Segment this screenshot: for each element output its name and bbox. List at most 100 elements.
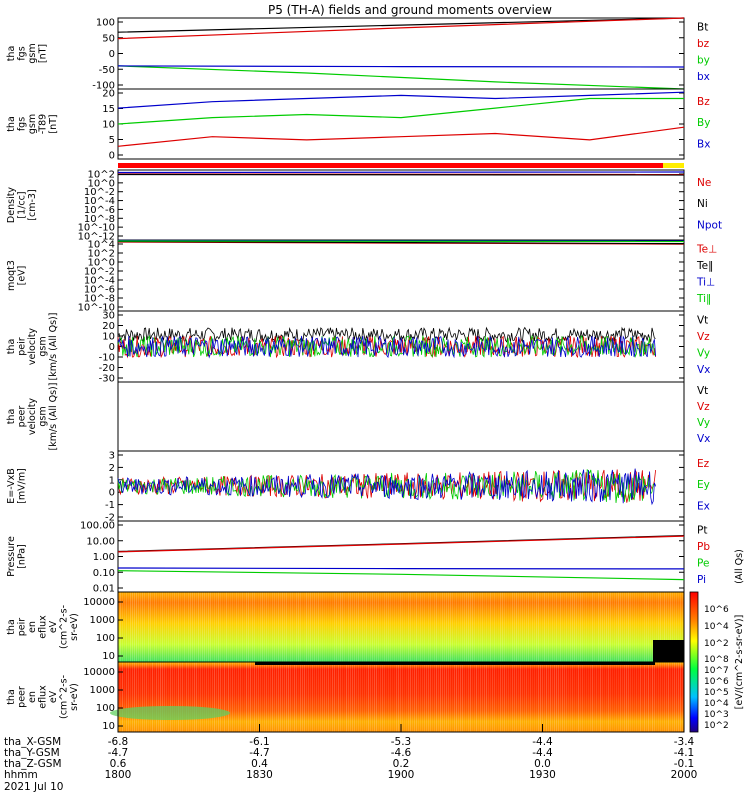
legend-Ey: Ey [697,479,710,491]
series-line-Npot [117,171,685,174]
legend-Ni: Ni [697,198,708,210]
panel-frame [117,17,685,90]
panel-frame [117,169,685,241]
y-tick-label: 5 [109,135,115,146]
panel-frame [117,239,685,312]
y-tick-label: 10000 [83,667,115,678]
colorbar-tick: 10^8 [704,655,729,665]
colorbar-tick: 10^5 [704,688,729,698]
ephemeris-value: -6.8 [108,736,129,748]
panel-ylabel: eflux [38,615,49,639]
colorbar-tick: 10^4 [704,699,729,709]
legend-Bx: Bx [697,138,710,150]
ephemeris-value: 1930 [529,769,556,781]
y-tick-label: 0 [109,342,115,353]
y-tick-label: 10.00 [86,536,115,547]
legend-Vt: Vt [697,314,708,326]
y-tick-label: -30 [99,374,115,385]
legend-by: by [697,54,710,66]
panel-ylabel: fgs [17,117,28,131]
legend-Vx: Vx [697,364,710,376]
series-line-Ni [117,173,685,176]
flag-yellow [663,163,684,168]
y-tick-label: 50 [102,33,115,44]
y-tick-label: 0 [109,488,115,499]
series-line-Pb [117,535,685,553]
panel-ylabel: gsm [27,43,38,63]
panel-ylabel: peer [17,406,28,428]
panel-ylabel: eV [48,690,59,703]
y-tick-label: 10^-2 [84,187,115,198]
side-label: (All Qs) [734,549,745,584]
ephemeris-value: -4.7 [249,747,270,759]
legend-bz: bz [697,38,710,50]
legend-Pi: Pi [697,574,706,586]
panel-ylabel: eflux [38,685,49,709]
ephemeris-value: 1900 [388,769,415,781]
y-tick-label: 10^4 [88,240,115,251]
ephemeris-value: 1830 [246,769,273,781]
series-line-Bt [117,17,685,33]
y-tick-label: 10000 [83,597,115,608]
series-line-bz [117,17,685,40]
low-energy-patch [110,706,230,720]
legend-Bz: Bz [697,96,710,108]
series-line-Vx [117,335,656,359]
panel-ylabel: (cm^2-s- [59,675,70,719]
y-tick-label: 10 [102,332,115,343]
ephemeris-value: -4.1 [674,747,695,759]
legend-Ti⊥: Ti⊥ [696,276,715,288]
y-tick-label: 10^-10 [78,303,115,314]
data-gap [653,640,684,662]
legend-Ne: Ne [697,177,711,189]
panel-ylabel: gsm [38,336,49,356]
y-tick-label: 10^-8 [84,214,115,225]
panel-ylabel: Density [6,187,17,223]
panel-ylabel: eV [48,620,59,633]
y-tick-label: 10^2 [88,249,115,260]
y-tick-label: -100 [92,81,115,92]
legend-Vz: Vz [697,331,710,343]
panel-frame [117,520,685,593]
panel-ylabel: gsm [38,406,49,426]
ephemeris-value: -5.3 [391,736,412,748]
panel-ylabel: [km/s (All Qs)] [48,383,59,451]
y-tick-label: -2 [105,513,115,524]
panel-ylabel: tha [6,619,17,635]
ephemeris-value: 0.0 [534,758,551,770]
panel-frame [117,88,685,160]
y-tick-label: 10^-4 [84,196,115,207]
panel-6: tha peer velocity gsm [km/s (All Qs)] Vt Vz Vy V… [6,381,710,452]
y-tick-label: 1000 [90,615,115,626]
y-tick-label: 10 [102,651,115,662]
panel-ylabel: sr-eV) [69,683,80,711]
panel-ylabel: gsm [27,114,38,134]
ephemeris-value: -3.4 [674,736,695,748]
y-tick-label: 0.10 [93,568,115,579]
ephemeris-value: -4.4 [532,747,553,759]
panel-ylabel: [nT] [38,44,49,63]
panel-ylabel: peer [17,686,28,708]
series-line-Bx [117,91,685,109]
panel-ylabel: [nPa] [17,544,28,569]
ephemeris-label: tha_Y-GSM [4,747,60,759]
panel-ylabel: tha [6,689,17,705]
colorbar-tick: 10^4 [704,622,729,632]
colorbar-tick: 10^7 [704,666,729,676]
panel-ylabel: tha [6,409,17,425]
y-tick-label: 10^0 [88,258,115,269]
y-tick-label: 10^-12 [78,232,115,243]
ephemeris-value: -4.7 [108,747,129,759]
y-tick-label: 10^-8 [84,294,115,305]
panel-ylabel: [1/cc] [17,191,28,218]
ephemeris-value: 2000 [671,769,698,781]
legend-Bt: Bt [697,21,708,33]
y-tick-label: 1.00 [93,552,115,563]
spectrogram [118,662,684,732]
panel-ylabel: -T89 [38,114,49,134]
colorbar-tick: 10^2 [704,639,729,649]
series-line-Ex [117,468,656,506]
legend-Pb: Pb [697,541,710,553]
y-tick-label: 10^2 [88,170,115,181]
